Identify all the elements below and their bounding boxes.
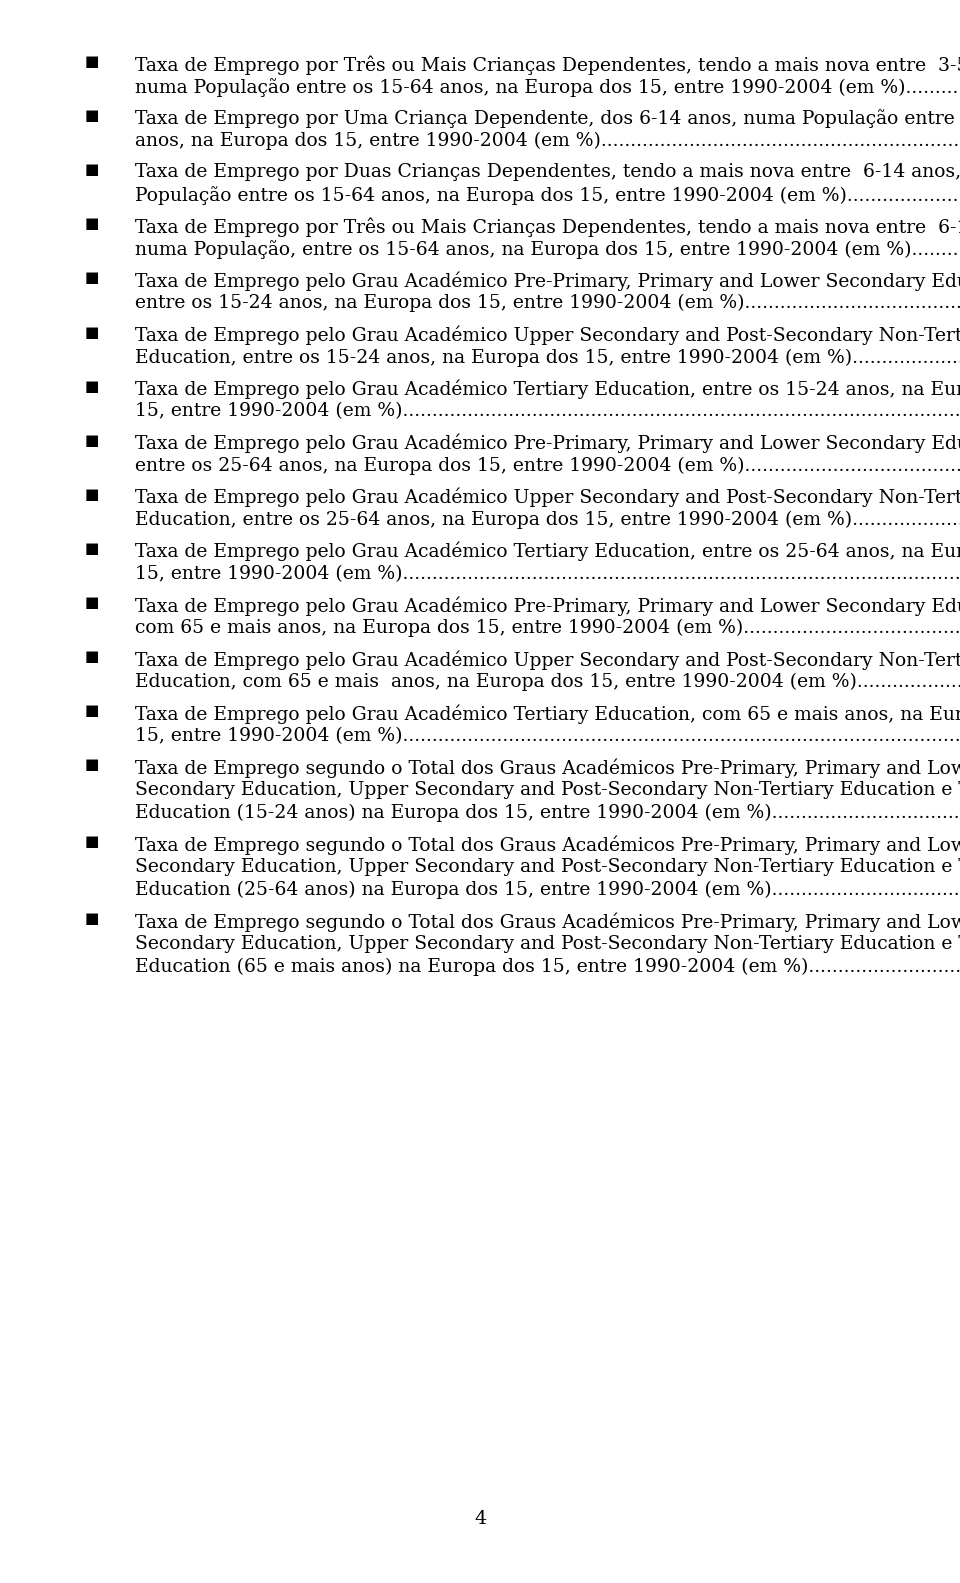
Text: Taxa de Emprego pelo Grau Académico Upper Secondary and Post-Secondary Non-Terti: Taxa de Emprego pelo Grau Académico Uppe… xyxy=(135,326,960,345)
Text: ■: ■ xyxy=(85,758,100,773)
Text: ■: ■ xyxy=(85,434,100,448)
Text: numa População, entre os 15-64 anos, na Europa dos 15, entre 1990-2004 (em %)...: numa População, entre os 15-64 anos, na … xyxy=(135,241,960,260)
Text: Taxa de Emprego por Uma Criança Dependente, dos 6-14 anos, numa População entre : Taxa de Emprego por Uma Criança Dependen… xyxy=(135,109,960,128)
Text: Taxa de Emprego segundo o Total dos Graus Académicos Pre-Primary, Primary and Lo: Taxa de Emprego segundo o Total dos Grau… xyxy=(135,836,960,855)
Text: ■: ■ xyxy=(85,704,100,719)
Text: Taxa de Emprego pelo Grau Académico Upper Secondary and Post-Secondary Non-Terti: Taxa de Emprego pelo Grau Académico Uppe… xyxy=(135,488,960,507)
Text: 15, entre 1990-2004 (em %)......................................................: 15, entre 1990-2004 (em %)..............… xyxy=(135,402,960,421)
Text: ■: ■ xyxy=(85,326,100,339)
Text: Education, com 65 e mais  anos, na Europa dos 15, entre 1990-2004 (em %)........: Education, com 65 e mais anos, na Europa… xyxy=(135,673,960,692)
Text: ■: ■ xyxy=(85,597,100,609)
Text: numa População entre os 15-64 anos, na Europa dos 15, entre 1990-2004 (em %)....: numa População entre os 15-64 anos, na E… xyxy=(135,78,960,97)
Text: População entre os 15-64 anos, na Europa dos 15, entre 1990-2004 (em %).........: População entre os 15-64 anos, na Europa… xyxy=(135,185,960,204)
Text: ■: ■ xyxy=(85,271,100,285)
Text: Taxa de Emprego pelo Grau Académico Tertiary Education, com 65 e mais anos, na E: Taxa de Emprego pelo Grau Académico Tert… xyxy=(135,704,960,723)
Text: entre os 15-24 anos, na Europa dos 15, entre 1990-2004 (em %)...................: entre os 15-24 anos, na Europa dos 15, e… xyxy=(135,294,960,312)
Text: entre os 25-64 anos, na Europa dos 15, entre 1990-2004 (em %)...................: entre os 25-64 anos, na Europa dos 15, e… xyxy=(135,456,960,475)
Text: Education (25-64 anos) na Europa dos 15, entre 1990-2004 (em %).................: Education (25-64 anos) na Europa dos 15,… xyxy=(135,880,960,899)
Text: ■: ■ xyxy=(85,836,100,848)
Text: ■: ■ xyxy=(85,541,100,556)
Text: Secondary Education, Upper Secondary and Post-Secondary Non-Tertiary Education e: Secondary Education, Upper Secondary and… xyxy=(135,936,960,953)
Text: ■: ■ xyxy=(85,380,100,394)
Text: Taxa de Emprego segundo o Total dos Graus Académicos Pre-Primary, Primary and Lo: Taxa de Emprego segundo o Total dos Grau… xyxy=(135,758,960,777)
Text: Taxa de Emprego pelo Grau Académico Upper Secondary and Post-Secondary Non-Terti: Taxa de Emprego pelo Grau Académico Uppe… xyxy=(135,651,960,670)
Text: ■: ■ xyxy=(85,163,100,177)
Text: ■: ■ xyxy=(85,651,100,665)
Text: ■: ■ xyxy=(85,912,100,926)
Text: 4: 4 xyxy=(474,1510,486,1528)
Text: ■: ■ xyxy=(85,109,100,123)
Text: ■: ■ xyxy=(85,55,100,70)
Text: Taxa de Emprego por Três ou Mais Crianças Dependentes, tendo a mais nova entre  : Taxa de Emprego por Três ou Mais Criança… xyxy=(135,217,960,237)
Text: Education (65 e mais anos) na Europa dos 15, entre 1990-2004 (em %).............: Education (65 e mais anos) na Europa dos… xyxy=(135,958,960,977)
Text: Taxa de Emprego pelo Grau Académico Tertiary Education, entre os 15-24 anos, na : Taxa de Emprego pelo Grau Académico Tert… xyxy=(135,380,960,399)
Text: Taxa de Emprego por Três ou Mais Crianças Dependentes, tendo a mais nova entre  : Taxa de Emprego por Três ou Mais Criança… xyxy=(135,55,960,74)
Text: ■: ■ xyxy=(85,217,100,231)
Text: Taxa de Emprego segundo o Total dos Graus Académicos Pre-Primary, Primary and Lo: Taxa de Emprego segundo o Total dos Grau… xyxy=(135,912,960,932)
Text: Secondary Education, Upper Secondary and Post-Secondary Non-Tertiary Education e: Secondary Education, Upper Secondary and… xyxy=(135,858,960,875)
Text: Taxa de Emprego pelo Grau Académico Pre-Primary, Primary and Lower Secondary Edu: Taxa de Emprego pelo Grau Académico Pre-… xyxy=(135,434,960,453)
Text: Taxa de Emprego pelo Grau Académico Pre-Primary, Primary and Lower Secondary Edu: Taxa de Emprego pelo Grau Académico Pre-… xyxy=(135,597,960,616)
Text: Taxa de Emprego por Duas Crianças Dependentes, tendo a mais nova entre  6-14 ano: Taxa de Emprego por Duas Crianças Depend… xyxy=(135,163,960,180)
Text: com 65 e mais anos, na Europa dos 15, entre 1990-2004 (em %)....................: com 65 e mais anos, na Europa dos 15, en… xyxy=(135,619,960,636)
Text: 15, entre 1990-2004 (em %)......................................................: 15, entre 1990-2004 (em %)..............… xyxy=(135,565,960,583)
Text: Secondary Education, Upper Secondary and Post-Secondary Non-Tertiary Education e: Secondary Education, Upper Secondary and… xyxy=(135,780,960,799)
Text: Taxa de Emprego pelo Grau Académico Tertiary Education, entre os 25-64 anos, na : Taxa de Emprego pelo Grau Académico Tert… xyxy=(135,541,960,562)
Text: ■: ■ xyxy=(85,488,100,502)
Text: anos, na Europa dos 15, entre 1990-2004 (em %)..................................: anos, na Europa dos 15, entre 1990-2004 … xyxy=(135,131,960,150)
Text: 15, entre 1990-2004 (em %)......................................................: 15, entre 1990-2004 (em %)..............… xyxy=(135,727,960,746)
Text: Taxa de Emprego pelo Grau Académico Pre-Primary, Primary and Lower Secondary Edu: Taxa de Emprego pelo Grau Académico Pre-… xyxy=(135,271,960,291)
Text: Education (15-24 anos) na Europa dos 15, entre 1990-2004 (em %).................: Education (15-24 anos) na Europa dos 15,… xyxy=(135,804,960,822)
Text: Education, entre os 25-64 anos, na Europa dos 15, entre 1990-2004 (em %)........: Education, entre os 25-64 anos, na Europ… xyxy=(135,511,960,529)
Text: Education, entre os 15-24 anos, na Europa dos 15, entre 1990-2004 (em %)........: Education, entre os 15-24 anos, na Europ… xyxy=(135,348,960,367)
